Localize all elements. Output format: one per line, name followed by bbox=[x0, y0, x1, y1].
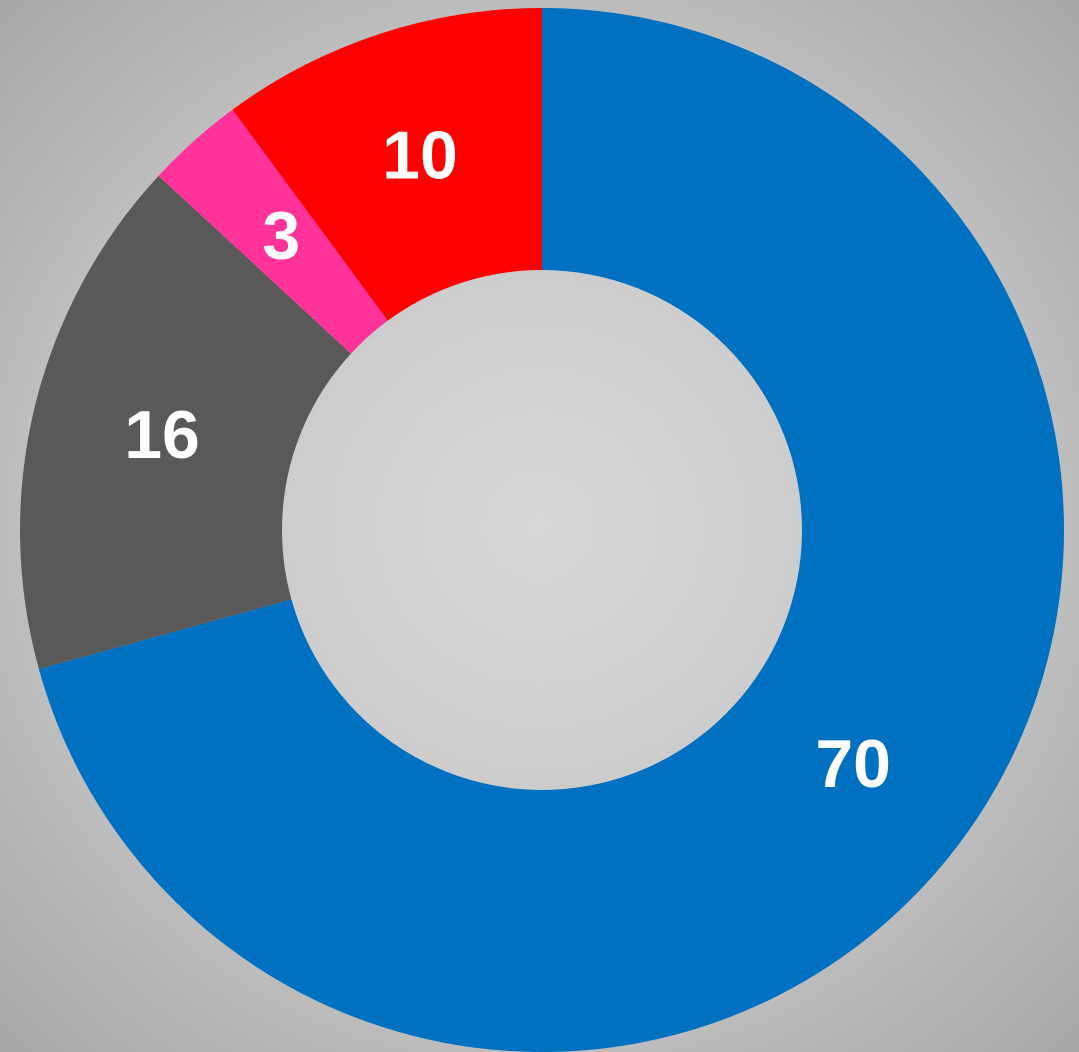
donut-slice bbox=[158, 109, 388, 354]
donut-slice bbox=[38, 8, 1064, 1052]
donut-slice bbox=[232, 8, 542, 321]
data-label: 70 bbox=[815, 726, 891, 802]
donut-slice bbox=[19, 175, 352, 670]
data-label: 16 bbox=[124, 397, 200, 473]
data-label: 10 bbox=[382, 117, 458, 193]
data-label: 3 bbox=[262, 198, 300, 274]
plot-area: 70 16 3 10 bbox=[19, 8, 1064, 1052]
